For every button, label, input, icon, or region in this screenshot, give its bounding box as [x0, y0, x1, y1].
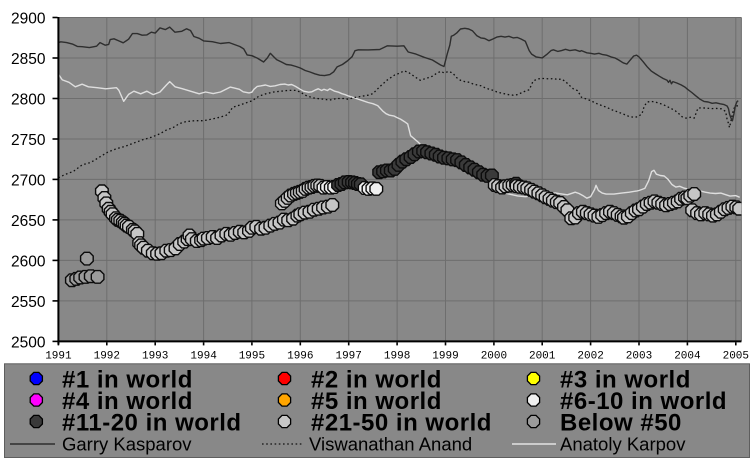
- svg-text:2004: 2004: [674, 350, 701, 362]
- svg-text:1995: 1995: [239, 350, 265, 362]
- svg-text:2002: 2002: [577, 350, 603, 362]
- svg-text:Below #50: Below #50: [560, 410, 682, 437]
- svg-text:2550: 2550: [11, 294, 46, 311]
- svg-text:#11-20 in world: #11-20 in world: [62, 410, 242, 437]
- svg-text:#21-50 in world: #21-50 in world: [311, 410, 492, 437]
- svg-text:#3 in world: #3 in world: [560, 367, 691, 394]
- svg-text:1998: 1998: [384, 350, 410, 362]
- svg-text:#1 in world: #1 in world: [62, 367, 193, 394]
- svg-text:1999: 1999: [432, 350, 458, 362]
- svg-text:1991: 1991: [45, 350, 72, 362]
- svg-text:2750: 2750: [11, 132, 46, 149]
- svg-text:2700: 2700: [11, 172, 46, 189]
- svg-text:#6-10 in world: #6-10 in world: [560, 388, 727, 415]
- svg-text:2900: 2900: [11, 10, 46, 27]
- svg-text:1993: 1993: [142, 350, 168, 362]
- svg-text:Anatoly Karpov: Anatoly Karpov: [560, 434, 686, 455]
- svg-text:#4 in world: #4 in world: [62, 388, 193, 415]
- svg-text:2500: 2500: [11, 334, 46, 351]
- svg-text:2800: 2800: [11, 91, 46, 108]
- svg-text:2650: 2650: [11, 213, 46, 230]
- svg-text:#5 in world: #5 in world: [311, 388, 442, 415]
- svg-text:Viswanathan Anand: Viswanathan Anand: [309, 434, 472, 455]
- svg-text:1994: 1994: [190, 350, 217, 362]
- svg-text:2001: 2001: [529, 350, 556, 362]
- svg-text:1992: 1992: [94, 350, 120, 362]
- svg-text:Garry Kasparov: Garry Kasparov: [62, 434, 192, 455]
- svg-text:2000: 2000: [481, 350, 507, 362]
- svg-text:2005: 2005: [723, 350, 749, 362]
- svg-text:2850: 2850: [11, 51, 46, 68]
- svg-text:2003: 2003: [626, 350, 652, 362]
- svg-text:1996: 1996: [287, 350, 313, 362]
- svg-text:1997: 1997: [335, 350, 361, 362]
- svg-text:#2 in world: #2 in world: [311, 367, 442, 394]
- svg-text:2600: 2600: [11, 253, 46, 270]
